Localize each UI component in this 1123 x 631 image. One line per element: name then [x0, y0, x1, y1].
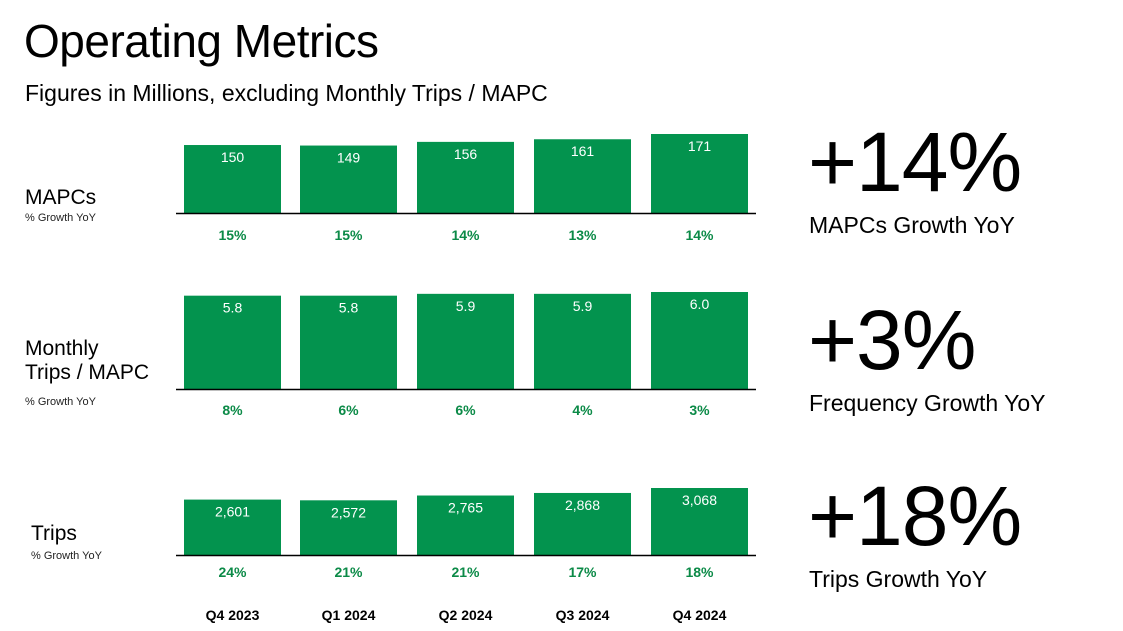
growth-label: 13% [568, 227, 597, 243]
bar [417, 293, 514, 389]
bar-value-label: 149 [337, 150, 361, 166]
bar-value-label: 161 [571, 143, 595, 159]
growth-label: 15% [218, 227, 247, 243]
row-label-trips: Trips [31, 522, 77, 545]
growth-label: 6% [455, 402, 476, 418]
bar-value-label: 2,572 [331, 504, 366, 520]
bar [651, 134, 748, 213]
bar-value-label: 2,868 [565, 497, 600, 513]
bar [300, 145, 397, 213]
bar [184, 145, 281, 213]
x-tick-label: Q2 2024 [439, 607, 493, 623]
x-tick-label: Q3 2024 [556, 607, 610, 623]
bar [184, 295, 281, 389]
growth-label: 21% [334, 564, 363, 580]
bar-value-label: 156 [454, 146, 478, 162]
bar-value-label: 2,765 [448, 500, 483, 516]
bar [534, 492, 631, 555]
row-label-mapcs: MAPCs [25, 186, 97, 209]
x-tick-label: Q1 2024 [322, 607, 376, 623]
kpi-value-mapcs: +14% [808, 115, 1022, 209]
bar [417, 141, 514, 213]
bar-value-label: 3,068 [682, 492, 717, 508]
growth-label: 8% [222, 402, 243, 418]
growth-label: 17% [568, 564, 597, 580]
bar-value-label: 5.9 [456, 298, 476, 314]
growth-label: 3% [689, 402, 710, 418]
growth-label: 15% [334, 227, 363, 243]
kpi-value-frequency: +3% [808, 293, 976, 387]
bar-value-label: 2,601 [215, 504, 250, 520]
x-tick-label: Q4 2023 [206, 607, 260, 623]
page-title: Operating Metrics [24, 15, 379, 67]
row-label-trips-per-mapc-line2: Trips / MAPC [25, 361, 150, 384]
kpi-label-mapcs: MAPCs Growth YoY [809, 212, 1015, 238]
bar-value-label: 5.8 [339, 300, 359, 316]
page-subtitle: Figures in Millions, excluding Monthly T… [25, 80, 548, 106]
bar [300, 295, 397, 389]
bar-value-label: 171 [688, 138, 712, 154]
x-tick-label: Q4 2024 [673, 607, 727, 623]
bar [417, 495, 514, 555]
row-caption-trips: % Growth YoY [31, 550, 102, 562]
kpi-value-trips: +18% [808, 469, 1022, 563]
row-label-trips-per-mapc-line1: Monthly [25, 337, 99, 360]
bar-value-label: 5.9 [573, 298, 593, 314]
growth-label: 18% [685, 564, 714, 580]
growth-label: 4% [572, 402, 593, 418]
kpi-label-trips: Trips Growth YoY [809, 566, 988, 592]
bar-value-label: 6.0 [690, 296, 710, 312]
growth-label: 6% [338, 402, 359, 418]
growth-label: 21% [451, 564, 480, 580]
bar-value-label: 150 [221, 149, 245, 165]
bar-value-label: 5.8 [223, 300, 243, 316]
bar [534, 139, 631, 213]
row-caption-trips-per-mapc: % Growth YoY [25, 396, 96, 408]
bar [300, 500, 397, 555]
bar [534, 293, 631, 389]
kpi-label-frequency: Frequency Growth YoY [809, 390, 1046, 416]
bar [651, 292, 748, 389]
bar [184, 499, 281, 555]
row-caption-mapcs: % Growth YoY [25, 212, 96, 224]
growth-label: 24% [218, 564, 247, 580]
growth-label: 14% [685, 227, 714, 243]
growth-label: 14% [451, 227, 480, 243]
bar [651, 488, 748, 555]
